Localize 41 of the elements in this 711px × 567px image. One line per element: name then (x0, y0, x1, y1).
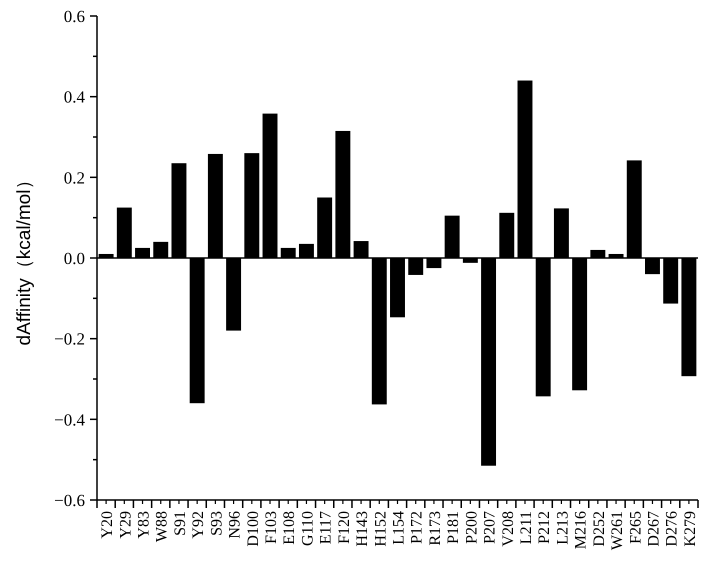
x-tick-label: H143 (354, 511, 372, 547)
x-tick-label: L211 (518, 511, 535, 544)
x-tick-label: L213 (554, 511, 572, 545)
y-tick-label: −0.4 (54, 410, 86, 430)
x-tick-label: Y83 (136, 511, 153, 539)
x-tick-label: P207 (482, 511, 499, 544)
x-tick-label: D276 (664, 511, 681, 547)
x-tick-label: W88 (154, 511, 171, 542)
x-tick-label: P181 (445, 511, 462, 544)
x-tick-label: G110 (299, 511, 316, 546)
x-tick-label: P200 (463, 511, 480, 544)
y-axis-title: dAffinity（kcal/mol） (14, 170, 35, 346)
x-tick-label: P212 (536, 511, 554, 544)
y-tick-label: 0.2 (64, 168, 85, 188)
x-tick-label: F120 (336, 511, 353, 544)
x-tick-label: N96 (226, 511, 244, 539)
x-tick-label: F103 (263, 511, 280, 544)
y-tick-label: 0.6 (64, 7, 85, 26)
x-tick-label: D100 (244, 511, 262, 547)
y-tick-label: −0.2 (54, 330, 85, 349)
x-tick-label: F265 (627, 511, 644, 544)
x-tick-label: S93 (208, 511, 226, 536)
x-tick-label: P172 (408, 511, 426, 544)
x-tick-label: E108 (281, 511, 298, 545)
x-tick-label: D252 (590, 511, 608, 547)
x-tick-label: Y92 (190, 511, 208, 539)
y-tick-label: −0.6 (54, 491, 85, 510)
y-tick-label: 0.4 (64, 88, 86, 107)
x-tick-label: E117 (318, 511, 335, 544)
x-tick-label: R173 (426, 511, 444, 546)
x-tick-label: Y20 (99, 511, 116, 539)
x-tick-label: Y29 (117, 511, 134, 539)
x-tick-label: S91 (172, 511, 189, 536)
y-tick-label: 0.0 (64, 249, 85, 268)
x-tick-label: H152 (372, 511, 390, 547)
x-tick-label: D267 (645, 511, 662, 547)
x-tick-label: V208 (500, 511, 517, 547)
x-tick-label: M216 (572, 511, 590, 550)
x-tick-label: W261 (609, 511, 626, 550)
x-tick-label: L154 (390, 511, 408, 545)
x-tick-label: K279 (682, 511, 699, 547)
